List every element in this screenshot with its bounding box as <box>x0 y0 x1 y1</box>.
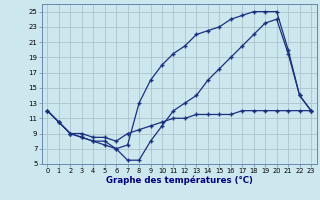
X-axis label: Graphe des températures (°C): Graphe des températures (°C) <box>106 176 252 185</box>
